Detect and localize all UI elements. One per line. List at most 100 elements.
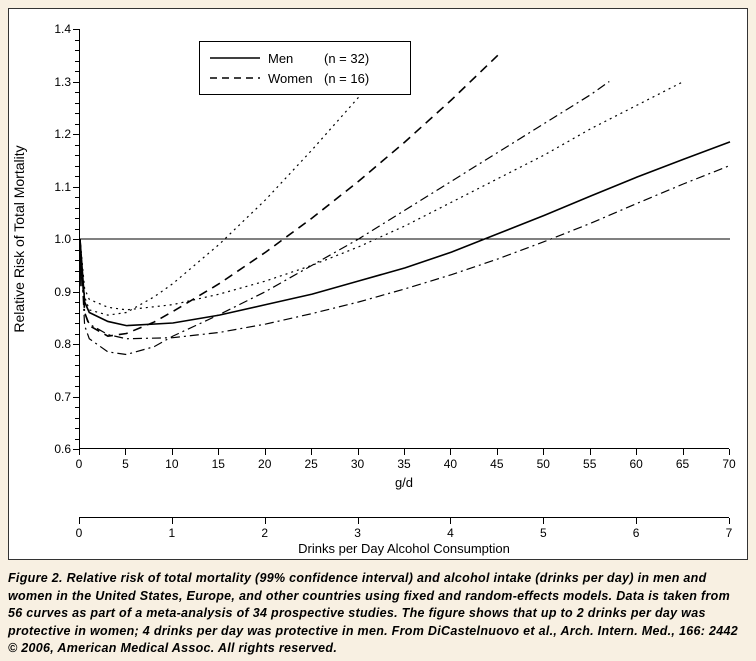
curve-women-lower bbox=[80, 82, 609, 355]
x-axis-title-primary: g/d bbox=[79, 475, 729, 490]
x2-tick-mark bbox=[450, 518, 451, 524]
x2-tick-mark bbox=[636, 518, 637, 524]
x-axis-title-secondary: Drinks per Day Alcohol Consumption bbox=[79, 541, 729, 556]
x2-tick-mark bbox=[358, 518, 359, 524]
y-tick-label: 1.1 bbox=[11, 180, 71, 194]
x-tick-label: 40 bbox=[444, 457, 457, 471]
legend-n-women: (n = 16) bbox=[324, 71, 369, 86]
x2-tick-mark bbox=[265, 518, 266, 524]
y-tick-minor bbox=[75, 229, 79, 230]
figure-caption: Figure 2. Relative risk of total mortali… bbox=[8, 570, 748, 658]
legend-row-women: Women (n = 16) bbox=[210, 68, 400, 88]
legend: Men (n = 32) Women (n = 16) bbox=[199, 41, 411, 95]
x-tick-mark bbox=[497, 449, 498, 455]
y-tick-minor bbox=[75, 208, 79, 209]
x-tick-mark bbox=[311, 449, 312, 455]
x-tick-mark bbox=[683, 449, 684, 455]
y-tick-mark bbox=[73, 29, 79, 30]
x-tick-mark bbox=[125, 449, 126, 455]
y-tick-minor bbox=[75, 365, 79, 366]
y-tick-mark bbox=[73, 187, 79, 188]
y-tick-label: 0.8 bbox=[11, 337, 71, 351]
y-tick-minor bbox=[75, 155, 79, 156]
x-tick-label: 5 bbox=[122, 457, 129, 471]
x-tick-mark bbox=[172, 449, 173, 455]
y-tick-mark bbox=[73, 239, 79, 240]
x-tick-label: 10 bbox=[165, 457, 178, 471]
x-tick-label: 30 bbox=[351, 457, 364, 471]
x2-tick-mark bbox=[79, 518, 80, 524]
legend-label-women: Women bbox=[268, 71, 324, 86]
y-tick-minor bbox=[75, 40, 79, 41]
y-tick-minor bbox=[75, 176, 79, 177]
y-tick-minor bbox=[75, 92, 79, 93]
y-tick-minor bbox=[75, 124, 79, 125]
y-tick-mark bbox=[73, 134, 79, 135]
x-tick-mark bbox=[265, 449, 266, 455]
x-tick-mark bbox=[358, 449, 359, 455]
x-tick-label: 50 bbox=[537, 457, 550, 471]
legend-label-men: Men bbox=[268, 51, 324, 66]
x-tick-label: 35 bbox=[397, 457, 410, 471]
y-tick-minor bbox=[75, 281, 79, 282]
y-tick-label: 0.7 bbox=[11, 390, 71, 404]
y-tick-minor bbox=[75, 355, 79, 356]
x2-tick-mark bbox=[729, 518, 730, 524]
x2-tick-label: 6 bbox=[633, 526, 640, 540]
y-tick-minor bbox=[75, 271, 79, 272]
y-tick-minor bbox=[75, 428, 79, 429]
y-tick-mark bbox=[73, 397, 79, 398]
x2-tick-label: 7 bbox=[726, 526, 733, 540]
y-tick-label: 1.2 bbox=[11, 127, 71, 141]
x2-tick-label: 3 bbox=[354, 526, 361, 540]
y-tick-minor bbox=[75, 313, 79, 314]
curve-men-central bbox=[80, 142, 730, 326]
y-tick-minor bbox=[75, 61, 79, 62]
y-tick-minor bbox=[75, 323, 79, 324]
y-tick-minor bbox=[75, 197, 79, 198]
y-tick-minor bbox=[75, 418, 79, 419]
y-tick-minor bbox=[75, 218, 79, 219]
x-tick-label: 55 bbox=[583, 457, 596, 471]
x-tick-label: 15 bbox=[212, 457, 225, 471]
curve-men-lower bbox=[80, 166, 730, 339]
y-tick-minor bbox=[75, 250, 79, 251]
y-tick-minor bbox=[75, 302, 79, 303]
x-tick-mark bbox=[79, 449, 80, 455]
x-tick-mark bbox=[729, 449, 730, 455]
y-tick-mark bbox=[73, 82, 79, 83]
legend-n-men: (n = 32) bbox=[324, 51, 369, 66]
y-tick-label: 1.3 bbox=[11, 75, 71, 89]
x-tick-mark bbox=[404, 449, 405, 455]
x-tick-label: 20 bbox=[258, 457, 271, 471]
y-tick-minor bbox=[75, 334, 79, 335]
y-tick-minor bbox=[75, 376, 79, 377]
y-tick-label: 1.0 bbox=[11, 232, 71, 246]
y-tick-label: 0.9 bbox=[11, 285, 71, 299]
y-tick-mark bbox=[73, 344, 79, 345]
legend-row-men: Men (n = 32) bbox=[210, 48, 400, 68]
y-tick-minor bbox=[75, 407, 79, 408]
x-tick-label: 0 bbox=[76, 457, 83, 471]
x2-tick-mark bbox=[172, 518, 173, 524]
x-tick-label: 45 bbox=[490, 457, 503, 471]
y-tick-label: 1.4 bbox=[11, 22, 71, 36]
y-tick-minor bbox=[75, 71, 79, 72]
y-tick-minor bbox=[75, 439, 79, 440]
x2-tick-label: 5 bbox=[540, 526, 547, 540]
y-tick-label: 0.6 bbox=[11, 442, 71, 456]
x-tick-mark bbox=[590, 449, 591, 455]
y-tick-minor bbox=[75, 166, 79, 167]
x-tick-label: 60 bbox=[629, 457, 642, 471]
legend-line-men bbox=[210, 52, 260, 64]
curve-initial-drop bbox=[80, 239, 81, 286]
y-tick-minor bbox=[75, 145, 79, 146]
x-tick-label: 65 bbox=[676, 457, 689, 471]
x2-tick-mark bbox=[543, 518, 544, 524]
y-tick-mark bbox=[73, 292, 79, 293]
x2-tick-label: 1 bbox=[169, 526, 176, 540]
x-tick-mark bbox=[450, 449, 451, 455]
x2-tick-label: 2 bbox=[261, 526, 268, 540]
x-tick-label: 70 bbox=[722, 457, 735, 471]
x2-tick-label: 4 bbox=[447, 526, 454, 540]
